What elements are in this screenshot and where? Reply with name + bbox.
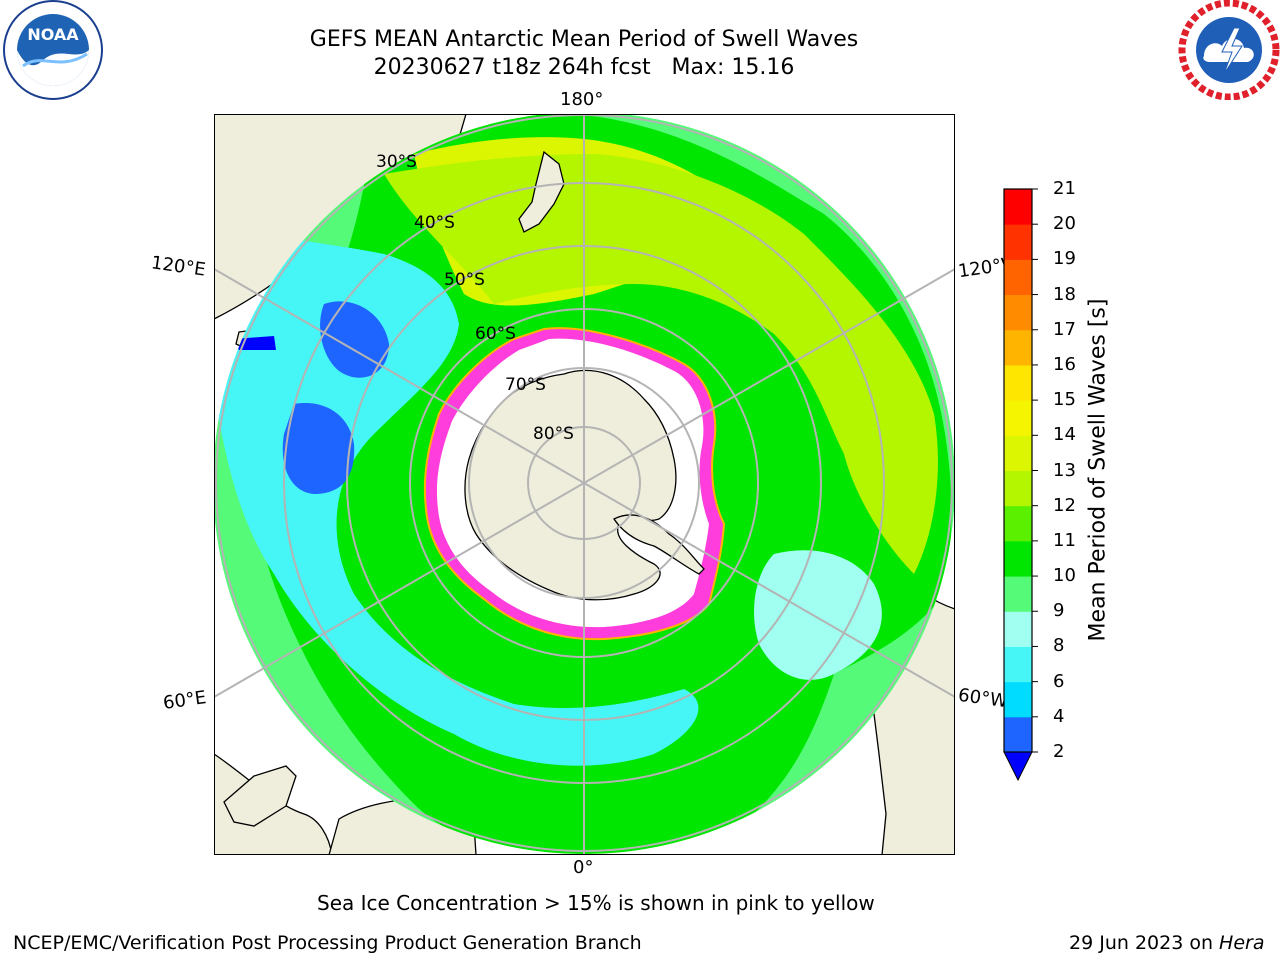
colorbar-tick-label: 8 [1053, 635, 1065, 657]
lat-label-70s: 70°S [505, 375, 546, 395]
colorbar-tick-label: 15 [1053, 389, 1076, 411]
antarctica-land [464, 369, 677, 601]
lon-label-top: 180° [560, 89, 604, 110]
credit-right: 29 Jun 2023 on Hera [1069, 932, 1264, 954]
lat-label-40s: 40°S [414, 213, 455, 233]
lat-label-30s: 30°S [376, 152, 417, 172]
map-subtitle: 20230627 t18z 264h fcst Max: 15.16 [373, 55, 795, 80]
credit-left: NCEP/EMC/Verification Post Processing Pr… [13, 932, 642, 954]
colorbar-tick-label: 4 [1053, 705, 1065, 727]
colorbar-block-18-19 [1004, 259, 1032, 296]
antarctic-peninsula-land [613, 514, 705, 575]
colorbar-block-17-18 [1004, 294, 1032, 331]
colorbar-block-14-15 [1004, 400, 1032, 436]
band-period-12 [384, 154, 938, 574]
lon-label-left-lower: 60°E [161, 687, 208, 714]
colorbar-tick-label: 16 [1053, 353, 1076, 375]
colorbar-tick-label: 13 [1053, 459, 1076, 481]
colorbar-block-12-13 [1004, 470, 1032, 507]
colorbar-tick-label: 6 [1053, 670, 1065, 692]
colorbar-block-9-10 [1004, 576, 1032, 612]
lat-label-50s: 50°S [444, 270, 485, 290]
colorbar-block-4-6 [1004, 681, 1032, 718]
colorbar-block-8-9 [1004, 611, 1032, 647]
colorbar-tick-label: 14 [1053, 424, 1076, 446]
colorbar-block-20-21 [1004, 189, 1032, 225]
lat-label-60s: 60°S [475, 324, 516, 344]
colorbar-tick-label: 18 [1053, 283, 1076, 305]
colorbar-block-13-14 [1004, 435, 1032, 471]
colorbar-tick-label: 17 [1053, 318, 1076, 340]
colorbar-tick-label: 11 [1053, 529, 1076, 551]
colorbar-block-2-4 [1004, 716, 1032, 753]
swell-period-map [213, 113, 956, 856]
new-zealand-land [518, 150, 565, 233]
noaa-logo: NOAA [1, 0, 105, 104]
colorbar-under-extension [1003, 751, 1033, 782]
band-period-9 [754, 550, 882, 680]
colorbar-tick-label: 12 [1053, 494, 1076, 516]
colorbar-block-19-20 [1004, 224, 1032, 260]
colorbar-block-10-11 [1004, 540, 1032, 577]
colorbar-tick-label: 9 [1053, 600, 1065, 622]
colorbar-block-11-12 [1004, 505, 1032, 542]
band-period-6b [282, 403, 355, 494]
colorbar [1000, 186, 1040, 786]
credit-date: 29 Jun 2023 on [1069, 932, 1220, 954]
colorbar-tick-label: 21 [1053, 178, 1076, 199]
colorbar-block-16-17 [1004, 329, 1032, 366]
credit-host: Hera [1219, 932, 1265, 954]
map-title: GEFS MEAN Antarctic Mean Period of Swell… [309, 27, 859, 52]
colorbar-label: Mean Period of Swell Waves [s] [1085, 298, 1111, 642]
nws-logo [1178, 0, 1280, 101]
colorbar-tick-label: 10 [1053, 565, 1076, 587]
band-period-6 [320, 301, 389, 378]
lon-label-bottom: 0° [573, 857, 594, 878]
lon-label-left-upper: 120°E [149, 252, 207, 281]
lat-label-80s: 80°S [533, 424, 574, 444]
colorbar-tick-label: 20 [1053, 213, 1076, 235]
colorbar-block-15-16 [1004, 364, 1032, 401]
madagascar-land [223, 765, 297, 827]
colorbar-block-6-8 [1004, 646, 1032, 683]
sea-ice-note: Sea Ice Concentration > 15% is shown in … [317, 891, 875, 915]
noaa-logo-text: NOAA [27, 25, 79, 44]
colorbar-tick-label: 19 [1053, 248, 1076, 270]
colorbar-tick-label: 2 [1053, 741, 1065, 762]
